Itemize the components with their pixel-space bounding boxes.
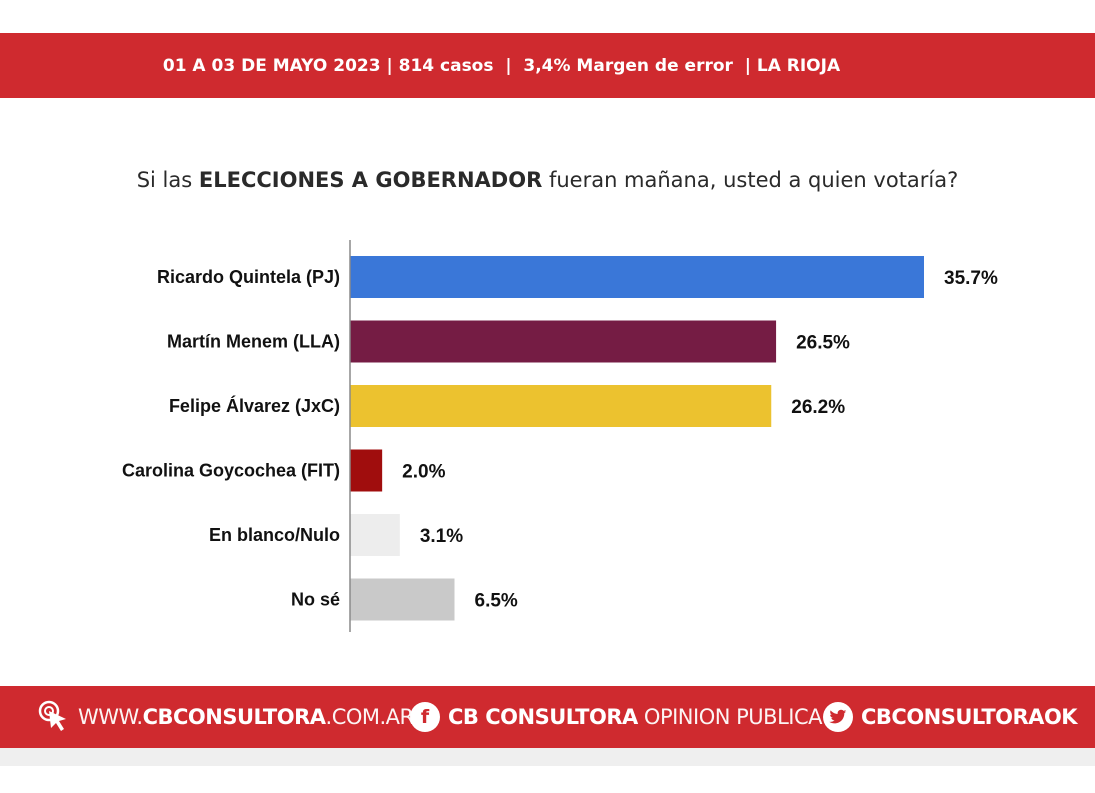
website-prefix: WWW. — [78, 705, 143, 729]
chart-question: Si las ELECCIONES A GOBERNADOR fueran ma… — [0, 168, 1095, 192]
twitter-icon — [823, 702, 853, 732]
website-name: CBCONSULTORA — [142, 705, 326, 729]
footer-facebook[interactable]: f CB CONSULTORA OPINION PUBLICA — [410, 702, 823, 732]
question-prefix: Si las — [136, 168, 199, 192]
header-band: 01 A 03 DE MAYO 2023 | 814 casos | 3,4% … — [0, 33, 1095, 98]
question-highlight: ELECCIONES A GOBERNADOR — [198, 168, 543, 192]
facebook-icon: f — [410, 702, 440, 732]
category-label: No sé — [291, 590, 340, 610]
value-label: 2.0% — [402, 462, 445, 483]
value-label: 3.1% — [420, 526, 463, 547]
bar-3 — [350, 449, 383, 492]
category-label: Martín Menem (LLA) — [167, 332, 340, 352]
value-label: 26.2% — [791, 397, 845, 418]
bar-4 — [350, 514, 400, 556]
cursor-click-icon — [38, 700, 66, 731]
category-label: En blanco/Nulo — [209, 525, 340, 545]
bar-5 — [350, 578, 455, 621]
website-domain: .COM.AR — [325, 705, 415, 729]
footer-website[interactable]: WWW. CBCONSULTORA .COM.AR — [38, 700, 414, 734]
bar-0 — [350, 256, 924, 298]
footer-band: WWW. CBCONSULTORA .COM.AR f CB CONSULTORA … — [0, 686, 1095, 748]
footer-twitter[interactable]: CBCONSULTORAOK — [823, 702, 1078, 732]
question-suffix: fueran mañana, usted a quien votaría? — [542, 168, 959, 192]
facebook-subtitle: OPINION PUBLICA — [637, 705, 823, 729]
category-label: Ricardo Quintela (PJ) — [157, 267, 340, 287]
bar-1 — [350, 320, 777, 363]
category-label: Felipe Álvarez (JxC) — [169, 395, 340, 416]
category-label: Carolina Goycochea (FIT) — [122, 461, 340, 481]
footer-shadow — [0, 748, 1095, 766]
bar-chart: Ricardo Quintela (PJ) 35.7% Martín Menem (… — [122, 240, 998, 632]
bar-2 — [350, 385, 772, 427]
value-label: 35.7% — [944, 268, 998, 289]
survey-info: 01 A 03 DE MAYO 2023 | 814 casos | 3,4% … — [162, 55, 841, 76]
facebook-name: CB CONSULTORA — [448, 705, 638, 729]
value-label: 6.5% — [475, 591, 518, 612]
value-label: 26.5% — [796, 333, 850, 354]
twitter-handle: CBCONSULTORAOK — [861, 705, 1078, 729]
